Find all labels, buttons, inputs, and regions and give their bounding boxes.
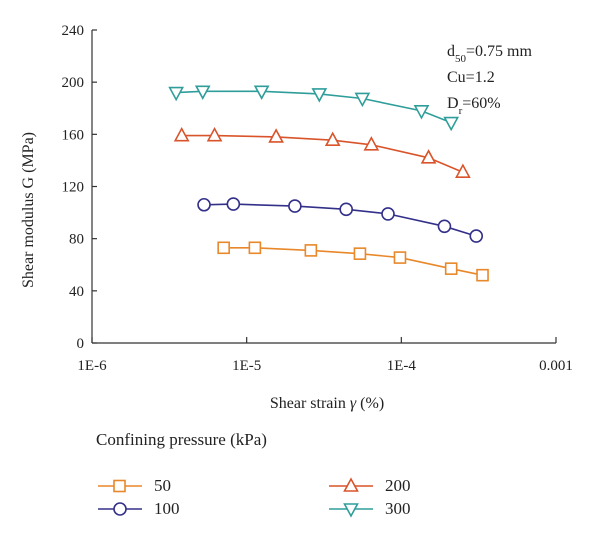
data-point-200 bbox=[420, 149, 437, 164]
data-point-50 bbox=[353, 247, 367, 260]
data-point-100 bbox=[197, 197, 211, 212]
series-line-300 bbox=[176, 90, 452, 124]
legend-item-200: 200 bbox=[327, 474, 411, 498]
y-tick-label: 40 bbox=[69, 284, 84, 300]
data-point-100 bbox=[469, 229, 484, 243]
y-tick-label: 160 bbox=[62, 127, 85, 143]
data-point-50 bbox=[444, 262, 458, 275]
legend-item-50: 50 bbox=[96, 474, 171, 498]
legend-label-200: 200 bbox=[385, 476, 411, 495]
tick-marks: 0 40 80 120 160 200 240 1E-6 1E-5 1E-4 0.001 bbox=[62, 23, 573, 374]
series-line-50 bbox=[223, 247, 483, 276]
annotation-cu: Cu=1.2 bbox=[447, 69, 495, 86]
legend-swatch-200 bbox=[329, 477, 373, 492]
x-axis-title: Shear strain γ (%) bbox=[270, 395, 384, 412]
legend-item-300: 300 bbox=[327, 497, 411, 521]
legend-title: Confining pressure (kPa) bbox=[96, 430, 267, 449]
data-point-50 bbox=[248, 241, 262, 255]
x-tick-label: 1E-6 bbox=[77, 358, 107, 374]
legend-label-50: 50 bbox=[154, 476, 171, 495]
x-tick-label: 0.001 bbox=[539, 358, 573, 374]
series-layer bbox=[168, 85, 489, 282]
data-point-200 bbox=[268, 128, 284, 143]
annotation-dr: Dr=60% bbox=[447, 95, 501, 117]
y-tick-label: 120 bbox=[62, 180, 85, 196]
data-point-300 bbox=[253, 85, 270, 100]
data-point-300 bbox=[413, 105, 430, 120]
x-tick-label: 1E-4 bbox=[387, 358, 417, 374]
series-300 bbox=[168, 85, 460, 132]
data-point-200 bbox=[324, 131, 341, 147]
legend-item-100: 100 bbox=[96, 497, 180, 521]
data-point-50 bbox=[304, 244, 318, 257]
data-point-200 bbox=[206, 126, 223, 142]
y-axis-title: Shear modulus G (MPa) bbox=[20, 132, 37, 288]
series-100 bbox=[197, 197, 484, 243]
data-point-300 bbox=[194, 85, 211, 100]
x-tick-label: 1E-5 bbox=[232, 358, 261, 374]
data-point-100 bbox=[437, 219, 452, 234]
legend-label-300: 300 bbox=[385, 499, 411, 518]
data-point-100 bbox=[339, 202, 353, 217]
data-point-100 bbox=[381, 207, 395, 221]
legend-label-100: 100 bbox=[154, 499, 180, 518]
data-point-50 bbox=[393, 251, 407, 264]
annotation-d50: d50=0.75 mm bbox=[447, 43, 532, 65]
series-50 bbox=[217, 241, 489, 282]
data-point-200 bbox=[173, 126, 190, 142]
data-point-300 bbox=[443, 116, 460, 132]
data-point-300 bbox=[354, 92, 371, 108]
data-point-300 bbox=[168, 86, 184, 102]
data-point-100 bbox=[288, 199, 302, 213]
y-tick-label: 0 bbox=[77, 336, 85, 352]
y-tick-label: 200 bbox=[62, 75, 85, 91]
data-point-100 bbox=[226, 197, 241, 211]
series-line-200 bbox=[181, 134, 464, 173]
legend-swatch-300 bbox=[329, 503, 373, 518]
data-point-200 bbox=[363, 136, 380, 151]
y-tick-label: 80 bbox=[69, 232, 84, 248]
data-point-50 bbox=[476, 268, 489, 282]
data-point-200 bbox=[455, 163, 471, 178]
series-200 bbox=[173, 126, 471, 178]
y-tick-label: 240 bbox=[62, 23, 85, 39]
shear-modulus-chart: 0 40 80 120 160 200 240 1E-6 1E-5 1E-4 0.001 Shear… bbox=[20, 23, 573, 412]
data-point-50 bbox=[217, 241, 230, 255]
data-point-300 bbox=[311, 88, 328, 103]
legend-swatch-50 bbox=[98, 479, 142, 493]
legend-swatch-100 bbox=[98, 502, 142, 516]
